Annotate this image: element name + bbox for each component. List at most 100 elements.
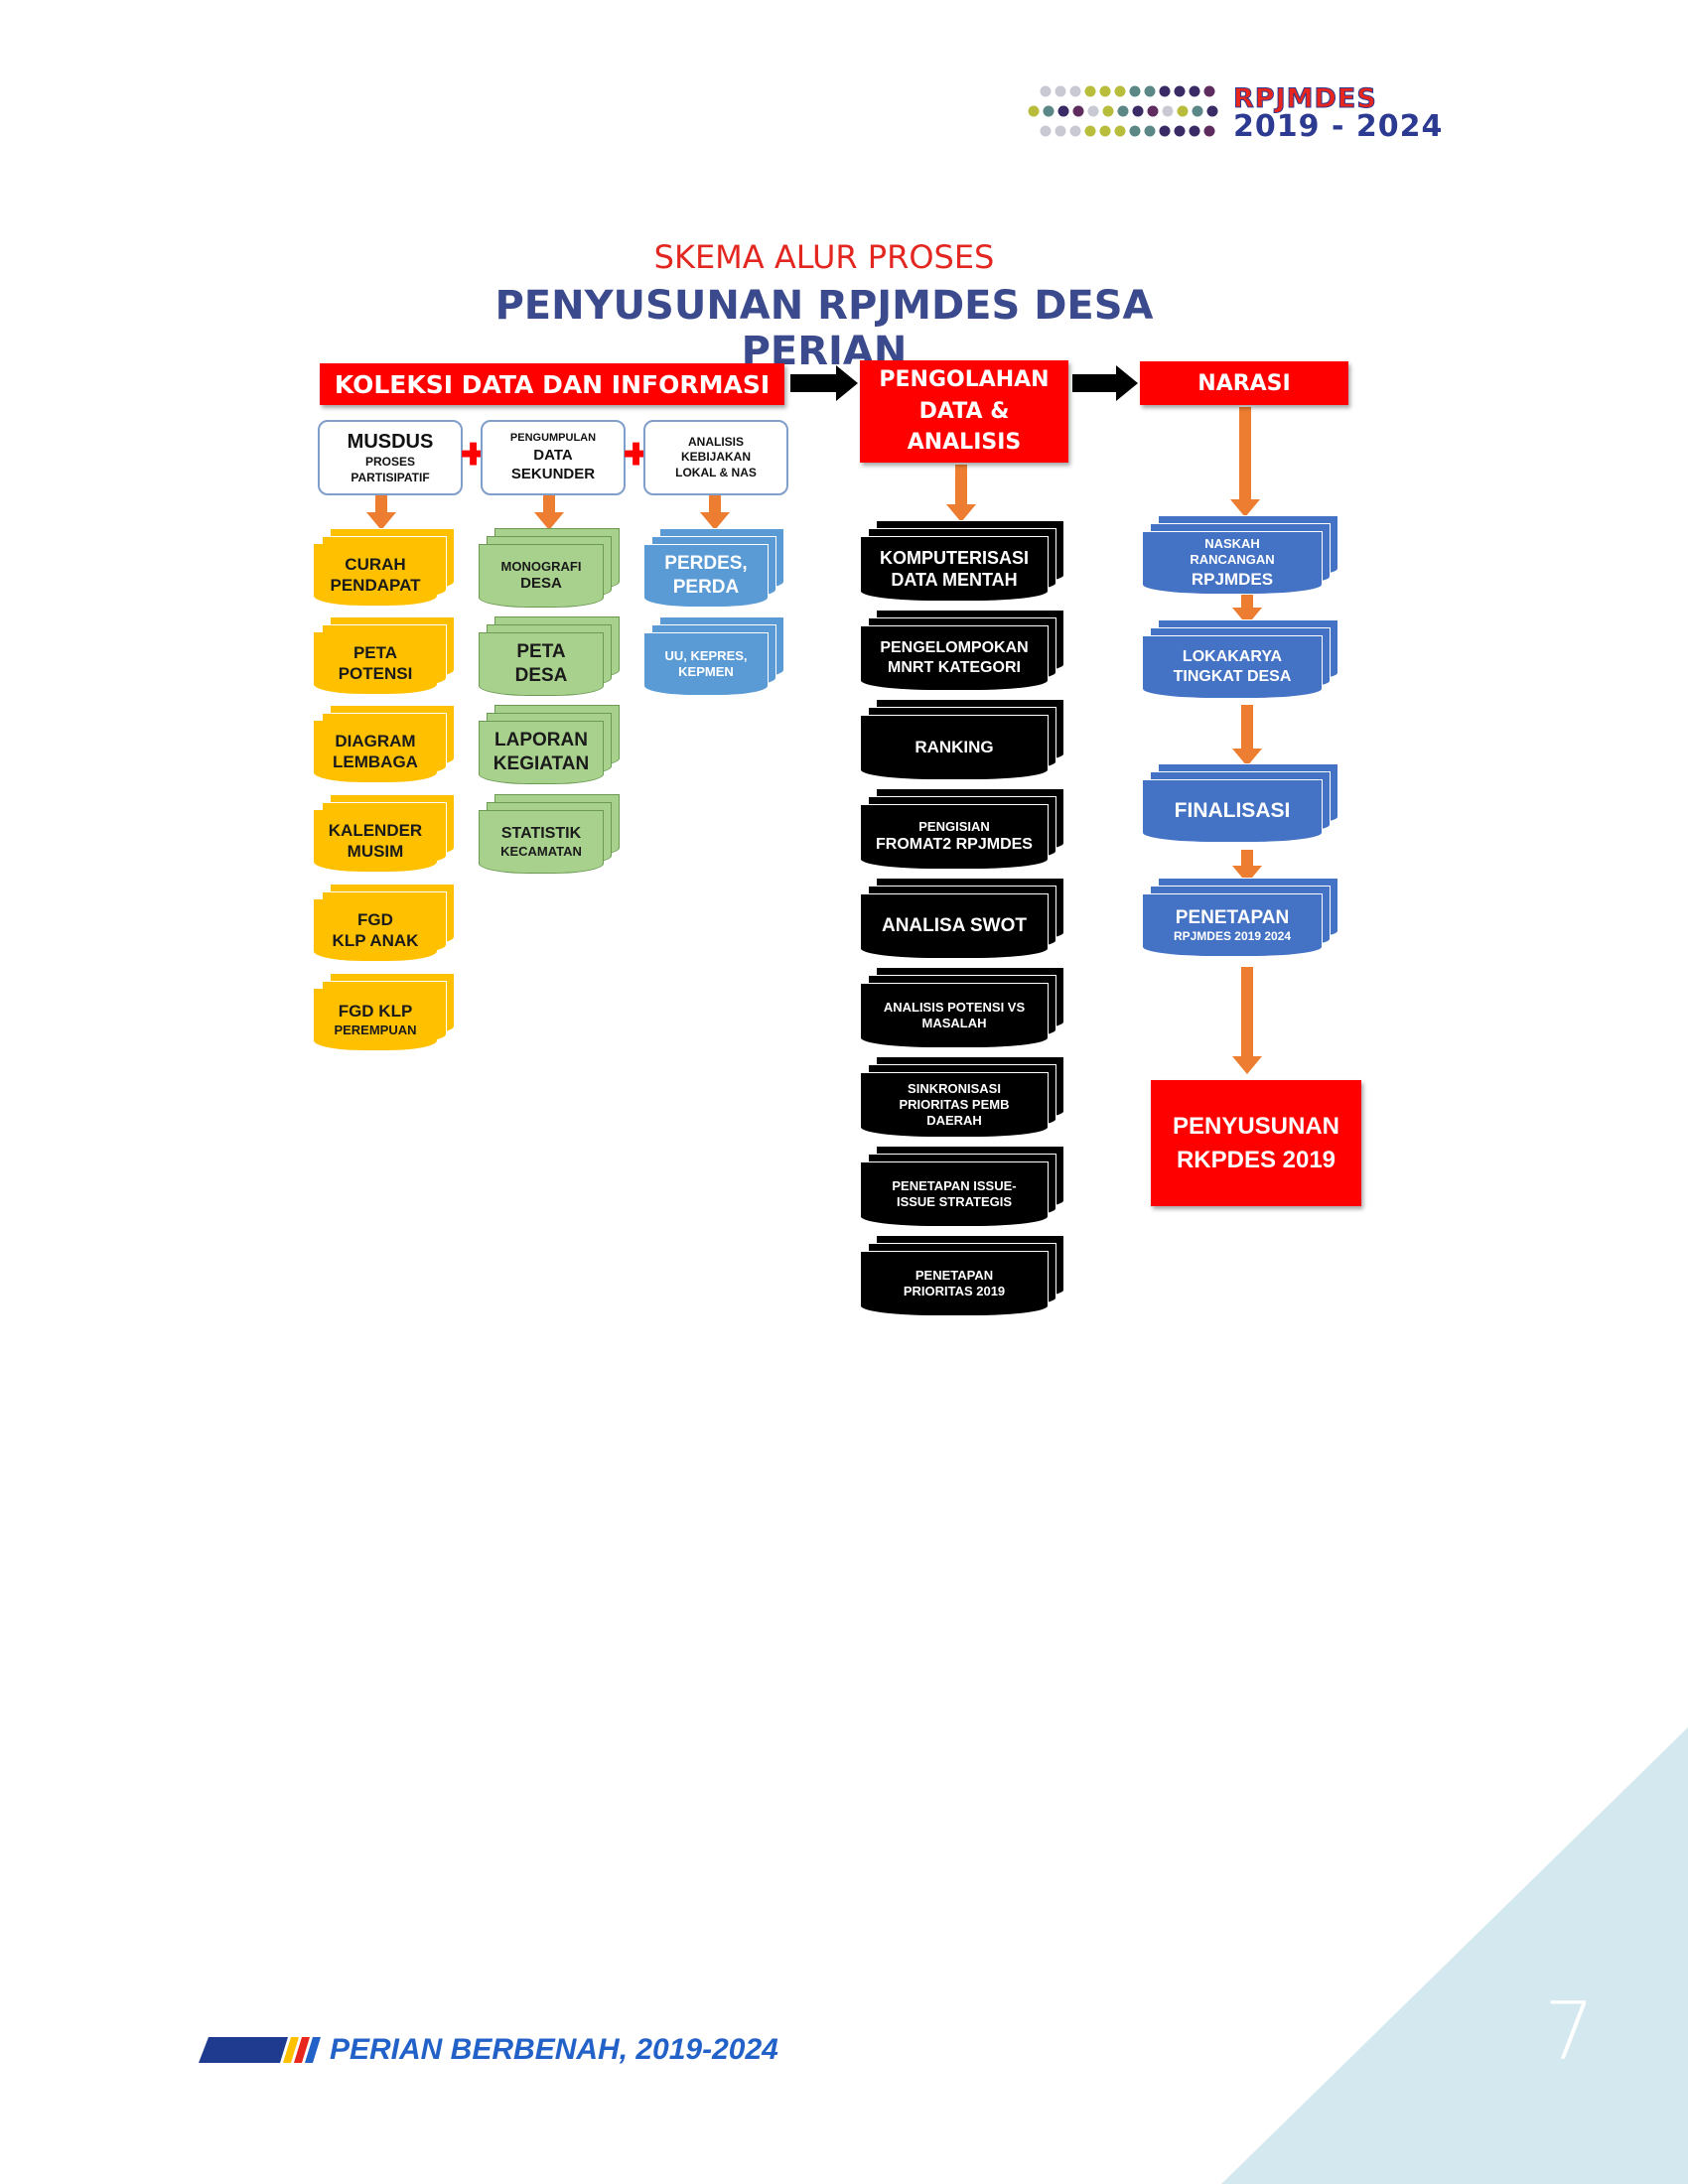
logo-dot — [1177, 105, 1189, 117]
stack-text: FGD KLP ANAK — [333, 909, 419, 952]
stack-text: DIAGRAM LEMBAGA — [333, 731, 418, 773]
musdus-item: DIAGRAM LEMBAGA — [314, 705, 455, 782]
narasi-item: NASKAH RANCANGAN RPJMDES — [1142, 515, 1338, 595]
stack-line-2: RPJMDES 2019 2024 — [1173, 929, 1292, 944]
stack-line-1: NASKAH — [1204, 536, 1260, 552]
stack-front: PENETAPAN ISSUE- ISSUE STRATEGIS — [860, 1161, 1049, 1227]
musdus-item: FGD KLP ANAK — [314, 884, 455, 961]
stack-line-1: SINKRONISASI — [908, 1080, 1001, 1096]
stack-line-2: DESA — [520, 574, 562, 592]
stack-text: PENGELOMPOKAN MNRT KATEGORI — [880, 638, 1028, 678]
pengolahan-item: KOMPUTERISASI DATA MENTAH — [860, 520, 1064, 602]
footer: PERIAN BERBENAH, 2019-2024 — [199, 2033, 894, 2069]
logo-dot — [1203, 85, 1215, 97]
orange-arrow — [1232, 705, 1262, 766]
sekunder-line-3: SEKUNDER — [510, 466, 596, 483]
stack-text: STATISTIK KECAMATAN — [500, 824, 582, 860]
stack-text: NASKAH RANCANGAN RPJMDES — [1190, 536, 1274, 590]
stack-text: LOKAKARYA TINGKAT DESA — [1174, 647, 1292, 687]
stack-line-2: ISSUE STRATEGIS — [896, 1194, 1013, 1209]
stack-front: KOMPUTERISASI DATA MENTAH — [860, 536, 1049, 602]
logo-dot — [1069, 85, 1081, 97]
sekunder-box: PENGUMPULAN DATA SEKUNDER — [481, 420, 626, 495]
stack-front: NASKAH RANCANGAN RPJMDES — [1142, 531, 1323, 595]
stack-line-2: KLP ANAK — [332, 931, 419, 950]
stack-line-1: KALENDER — [328, 820, 423, 840]
stack-front: PERDES, PERDA — [643, 544, 769, 608]
stack-front: PENETAPAN PRIORITAS 2019 — [860, 1251, 1049, 1316]
logo-dot — [1055, 85, 1066, 97]
stack-line-1: FINALISASI — [1174, 798, 1291, 822]
stack-line-1: PERDES, — [664, 553, 748, 575]
logo-dot — [1099, 125, 1111, 137]
stack-line-1: MONOGRAFI — [500, 558, 582, 574]
stack-line-2: TINGKAT DESA — [1173, 668, 1292, 685]
logo-dot — [1087, 105, 1099, 117]
logo-dot — [1117, 105, 1129, 117]
logo-dot — [1084, 85, 1096, 97]
stack-front: FGD KLP ANAK — [314, 899, 437, 961]
logo-line-2: 2019 - 2024 — [1233, 109, 1444, 144]
stack-front: ANALISIS POTENSI VS MASALAH — [860, 983, 1049, 1048]
stack-line-2: PERDA — [672, 577, 740, 598]
stack-front: UU, KEPRES, KEPMEN — [643, 632, 769, 696]
stack-front: MONOGRAFI DESA — [479, 544, 604, 608]
stack-line-1: STATISTIK — [500, 824, 582, 842]
musdus-item: PETA POTENSI — [314, 616, 455, 694]
pengolahan-item: PENETAPAN PRIORITAS 2019 — [860, 1235, 1064, 1316]
logo-dot — [1174, 125, 1186, 137]
kebijakan-line-2: KEBIJAKAN — [680, 450, 751, 465]
musdus-item: FGD KLP PEREMPUAN — [314, 973, 455, 1050]
sekunder-item: PETA DESA — [479, 616, 620, 696]
stack-text: ANALISIS POTENSI VS MASALAH — [884, 1000, 1025, 1032]
stack-text: PENETAPAN PRIORITAS 2019 — [904, 1268, 1005, 1300]
orange-arrow — [366, 493, 396, 530]
logo-dot — [1203, 125, 1215, 137]
corner-triangle-decoration — [1221, 1727, 1688, 2184]
stack-text: CURAH PENDAPAT — [331, 554, 421, 597]
stack-line-2: KECAMATAN — [500, 843, 582, 859]
stack-line-1: PETA — [352, 642, 398, 662]
stack-text: PETA DESA — [515, 640, 568, 688]
stack-line-2: PRIORITAS 2019 — [903, 1284, 1006, 1298]
kebijakan-box: ANALISIS KEBIJAKAN LOKAL & NAS — [643, 420, 788, 495]
stack-line-2: KEGIATAN — [492, 753, 590, 774]
stack-text: UU, KEPRES, KEPMEN — [664, 648, 747, 681]
orange-arrow — [1230, 407, 1260, 517]
logo-dot — [1114, 125, 1126, 137]
footer-text: PERIAN BERBENAH, 2019-2024 — [330, 2033, 778, 2066]
narasi-item: FINALISASI — [1142, 763, 1338, 843]
narasi-header: NARASI — [1140, 361, 1348, 405]
narasi-item: PENETAPAN RPJMDES 2019 2024 — [1142, 878, 1338, 957]
stack-front: PENGELOMPOKAN MNRT KATEGORI — [860, 625, 1049, 691]
musdus-title: MUSDUS — [347, 431, 434, 454]
stack-line-2: DATA MENTAH — [891, 570, 1018, 590]
musdus-item: CURAH PENDAPAT — [314, 528, 455, 606]
sekunder-line-2: DATA — [533, 446, 573, 464]
stack-front: PENGISIAN FROMAT2 RPJMDES — [860, 804, 1049, 870]
stack-line-1: PENETAPAN — [1175, 906, 1290, 928]
stack-text: KOMPUTERISASI DATA MENTAH — [880, 547, 1029, 592]
logo-dot — [1206, 105, 1218, 117]
logo-dot — [1043, 105, 1055, 117]
stack-line-2: FROMAT2 RPJMDES — [876, 836, 1033, 854]
logo-dot — [1072, 105, 1084, 117]
stack-text: FGD KLP PEREMPUAN — [334, 1001, 416, 1038]
stack-text: MONOGRAFI DESA — [501, 559, 582, 594]
logo-dot — [1147, 105, 1159, 117]
stack-front: KALENDER MUSIM — [314, 810, 437, 872]
logo-dot — [1159, 125, 1171, 137]
stack-text: RANKING — [914, 737, 993, 757]
stack-text: PENETAPAN ISSUE- ISSUE STRATEGIS — [892, 1178, 1016, 1211]
logo-dot — [1028, 105, 1040, 117]
logo-dot — [1057, 105, 1069, 117]
stack-line-2: MUSIM — [347, 842, 404, 861]
stack-line-1: CURAH — [345, 554, 406, 574]
stack-line-1: FGD — [357, 909, 393, 929]
logo-dot — [1162, 105, 1174, 117]
sekunder-item: STATISTIK KECAMATAN — [479, 794, 620, 874]
musdus-line-2: PROSES — [364, 455, 415, 470]
stack-line-1: PETA — [516, 641, 566, 663]
logo-dot — [1102, 105, 1114, 117]
stack-text: SINKRONISASI PRIORITAS PEMB DAERAH — [900, 1081, 1010, 1130]
